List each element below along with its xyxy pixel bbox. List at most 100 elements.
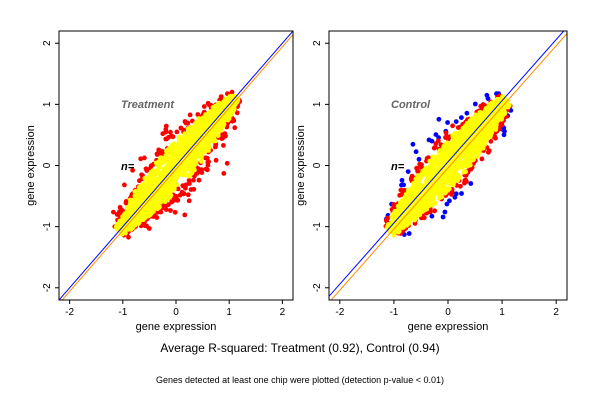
data-point bbox=[138, 156, 144, 162]
x-axis-label: gene expression bbox=[408, 321, 489, 333]
x-tick-label: -2 bbox=[335, 307, 344, 318]
data-point bbox=[417, 177, 422, 183]
data-point bbox=[232, 125, 238, 131]
left-panel: -2 -1 0 1 2 -2 -1 0 1 2 gene expression gene expres… bbox=[25, 30, 294, 333]
left-n-annotation: n= bbox=[121, 161, 135, 173]
y-axis-label: gene expression bbox=[295, 125, 307, 206]
data-point bbox=[399, 192, 405, 197]
data-point bbox=[450, 123, 455, 129]
data-point bbox=[199, 159, 204, 164]
data-point bbox=[221, 143, 226, 148]
y-tick-label: 0 bbox=[312, 162, 323, 168]
right-points bbox=[383, 91, 514, 238]
data-point bbox=[429, 138, 435, 144]
data-point bbox=[406, 231, 412, 236]
data-point bbox=[410, 141, 416, 147]
y-tick-label: 1 bbox=[42, 101, 53, 107]
right-panel: -2 -1 0 1 2 -2 -1 0 1 2 gene expression gene expres… bbox=[295, 30, 568, 333]
data-point bbox=[445, 120, 450, 125]
x-tick-label: 0 bbox=[173, 307, 179, 318]
data-point bbox=[186, 178, 192, 183]
data-point bbox=[158, 209, 164, 215]
data-point bbox=[201, 104, 207, 109]
data-point bbox=[485, 96, 491, 101]
data-point bbox=[459, 115, 464, 120]
left-group-title: Treatment bbox=[121, 99, 175, 111]
data-point bbox=[144, 168, 150, 173]
data-point bbox=[501, 132, 507, 138]
data-point bbox=[479, 125, 485, 131]
data-point bbox=[445, 186, 451, 192]
fit-line-1 bbox=[59, 31, 293, 300]
data-point bbox=[385, 215, 390, 221]
y-tick-label: 2 bbox=[42, 40, 53, 46]
data-point bbox=[399, 216, 404, 222]
x-tick-label: 1 bbox=[499, 307, 505, 318]
data-point bbox=[401, 182, 406, 188]
x-tick-label: -2 bbox=[65, 307, 74, 318]
y-tick-label: 0 bbox=[42, 162, 53, 168]
data-point bbox=[126, 234, 131, 240]
data-point bbox=[168, 129, 173, 135]
y-tick-label: -2 bbox=[42, 283, 53, 292]
data-point bbox=[185, 192, 191, 198]
data-point bbox=[413, 149, 419, 155]
data-point bbox=[489, 130, 495, 135]
data-point bbox=[188, 187, 194, 192]
x-tick-label: 1 bbox=[226, 307, 232, 318]
data-point bbox=[488, 138, 494, 144]
x-tick-label: 0 bbox=[445, 307, 451, 318]
y-tick-label: -1 bbox=[312, 222, 323, 231]
data-point bbox=[464, 110, 470, 116]
data-point bbox=[433, 141, 439, 147]
data-point bbox=[191, 177, 196, 183]
data-point bbox=[122, 182, 127, 188]
data-point bbox=[405, 169, 411, 175]
x-tick-label: -1 bbox=[389, 307, 398, 318]
data-point bbox=[436, 195, 442, 201]
data-point bbox=[459, 191, 464, 196]
data-point bbox=[432, 208, 438, 214]
data-point bbox=[416, 156, 422, 162]
data-point bbox=[432, 144, 438, 150]
left-plot-area bbox=[59, 31, 293, 300]
data-point bbox=[154, 210, 160, 215]
x-axis-label: gene expression bbox=[136, 321, 217, 333]
data-point bbox=[123, 200, 129, 206]
data-point bbox=[111, 209, 116, 215]
data-point bbox=[470, 155, 475, 161]
data-point bbox=[429, 213, 435, 219]
y-tick-label: 1 bbox=[312, 101, 323, 107]
data-point bbox=[443, 130, 449, 136]
fit-line-2 bbox=[330, 33, 567, 300]
data-point bbox=[424, 158, 429, 164]
data-point bbox=[219, 136, 225, 141]
data-point bbox=[445, 136, 451, 142]
data-point bbox=[447, 198, 452, 204]
data-point bbox=[170, 134, 176, 140]
data-point bbox=[461, 169, 467, 175]
data-point bbox=[205, 159, 211, 165]
data-point bbox=[182, 212, 188, 218]
data-point bbox=[174, 129, 180, 135]
data-point bbox=[187, 112, 193, 118]
data-point bbox=[203, 166, 209, 172]
data-point bbox=[458, 183, 463, 189]
data-point bbox=[220, 132, 226, 138]
detection-note: Genes detected at least one chip were pl… bbox=[156, 375, 444, 385]
data-point bbox=[163, 207, 169, 212]
x-tick-label: 2 bbox=[280, 307, 286, 318]
fit-line-1 bbox=[329, 31, 565, 297]
y-axis-label: gene expression bbox=[25, 125, 37, 206]
data-point bbox=[213, 157, 219, 163]
data-point bbox=[442, 209, 448, 215]
data-point bbox=[130, 167, 136, 173]
data-point bbox=[440, 214, 446, 220]
data-point bbox=[221, 171, 227, 176]
data-point bbox=[163, 129, 169, 135]
data-point bbox=[479, 156, 485, 162]
data-point bbox=[399, 177, 405, 183]
data-point bbox=[142, 155, 147, 161]
x-tick-label: 2 bbox=[553, 307, 559, 318]
